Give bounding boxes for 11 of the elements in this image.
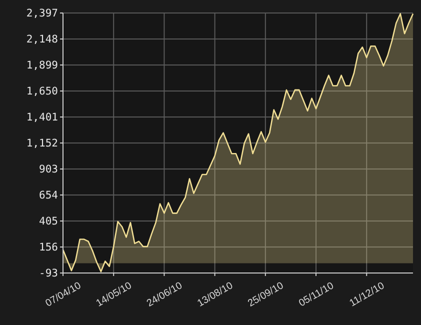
y-tick-label: 1,152 [26,138,58,150]
y-tick-label: 1,899 [26,60,58,72]
y-tick-label: 2,397 [26,8,58,20]
y-tick-label: 156 [39,242,58,254]
y-tick-label: -93 [39,268,58,280]
y-tick-label: 1,650 [26,86,58,98]
y-tick-label: 1,401 [26,112,58,124]
y-tick-label: 903 [39,164,58,176]
y-tick-label: 654 [39,190,58,202]
y-tick-label: 405 [39,216,58,228]
y-tick-label: 2,148 [26,34,58,46]
